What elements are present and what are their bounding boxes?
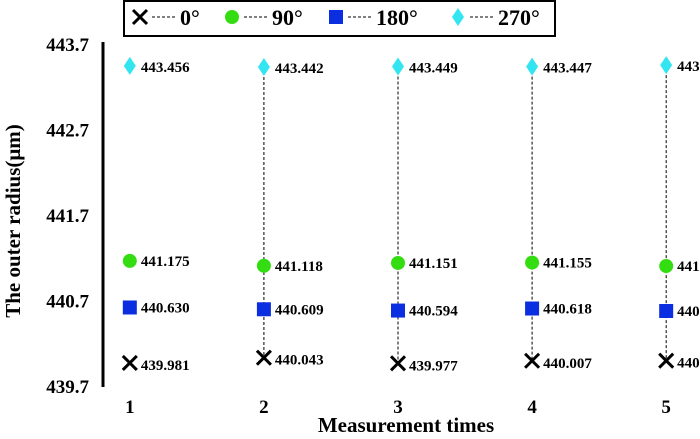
data-point (123, 56, 136, 75)
data-label: 439.981 (141, 358, 190, 374)
data-point (524, 352, 541, 369)
legend-marker (452, 8, 464, 26)
data-label: 443.456 (141, 60, 190, 76)
x-tick-label: 2 (259, 397, 269, 418)
data-point (255, 349, 272, 366)
y-axis-title: The outer radius(μm) (1, 124, 25, 318)
data-point (122, 300, 137, 315)
legend-label: 180° (376, 5, 418, 30)
vertical-guides (263, 65, 667, 364)
data-label: 440.043 (275, 353, 324, 369)
data-label: 441.115 (677, 259, 700, 275)
x-tick-label: 3 (393, 397, 403, 418)
data-label: 440.618 (543, 302, 592, 318)
legend-label: 270° (498, 5, 540, 30)
y-tick-label: 440.7 (46, 292, 89, 313)
data-point (391, 255, 405, 270)
data-point (660, 56, 673, 75)
data-label: 439.977 (409, 358, 458, 374)
y-tick-label: 441.7 (46, 206, 89, 227)
axes: The outer radius(μm) Measurement times 4… (1, 35, 671, 437)
legend-marker (225, 10, 239, 24)
data-label: 440.007 (543, 356, 592, 372)
data-point (525, 301, 540, 316)
data-label: 440.594 (409, 304, 458, 320)
data-point (389, 355, 407, 372)
data-point (122, 253, 137, 268)
data-marks (121, 56, 675, 372)
data-point (256, 302, 271, 317)
y-tick-label: 442.7 (46, 121, 89, 142)
x-axis-title: Measurement times (318, 413, 494, 437)
legend-label: 0° (180, 5, 200, 30)
data-point (256, 258, 271, 273)
data-point (525, 255, 540, 270)
data-label: 441.155 (543, 256, 592, 272)
data-point (526, 57, 539, 76)
y-tick-label: 439.7 (46, 377, 89, 398)
data-point (658, 352, 675, 369)
y-tick-label: 443.7 (46, 35, 89, 56)
data-point (257, 58, 270, 77)
data-label: 440.630 (141, 300, 190, 316)
data-label: 443.464 (677, 59, 700, 75)
data-label: 440.589 (677, 304, 700, 320)
data-point (392, 57, 404, 76)
data-label: 443.442 (275, 61, 324, 77)
data-label: 443.449 (409, 60, 458, 76)
data-label: 443.447 (543, 61, 592, 77)
x-tick-label: 5 (661, 397, 671, 418)
data-label: 440.609 (275, 302, 324, 318)
data-label: 441.118 (275, 259, 323, 275)
legend-marker (329, 10, 343, 24)
data-point (391, 303, 405, 318)
data-labels: 439.981 440.043 439.977 440.007 440.008 441.1… (141, 59, 700, 374)
data-label: 440.008 (677, 356, 700, 372)
x-tick-label: 4 (527, 397, 537, 418)
data-point (121, 354, 138, 372)
data-label: 441.175 (141, 254, 190, 270)
x-tick-label: 1 (125, 397, 135, 418)
legend-label: 90° (272, 5, 303, 30)
data-label: 441.151 (409, 256, 458, 272)
data-point (659, 259, 674, 274)
data-point (659, 303, 674, 318)
legend: 0° 90° 180° 270° (123, 0, 556, 37)
legend-marker (131, 8, 149, 26)
